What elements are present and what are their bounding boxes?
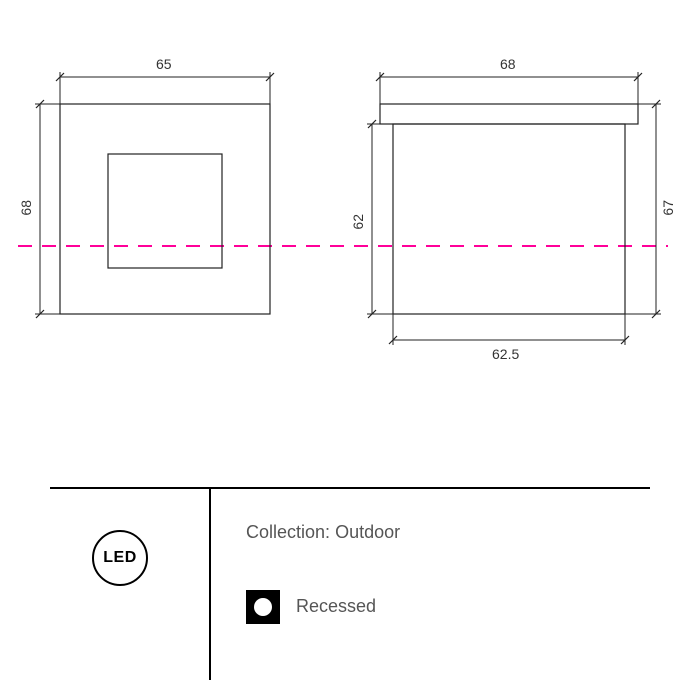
type-label: Recessed (296, 596, 376, 617)
front-dim-left-label: 68 (18, 200, 34, 216)
side-dim-top-label: 68 (500, 56, 516, 72)
collection-value: Outdoor (335, 522, 400, 542)
front-dim-top-label: 65 (156, 56, 172, 72)
dimension-svg (0, 0, 700, 700)
collection-line: Collection: Outdoor (246, 522, 400, 543)
side-dim-bottom-label: 62.5 (492, 346, 519, 362)
side-body (393, 124, 625, 314)
side-dim-right-label: 67 (660, 200, 676, 216)
led-badge-icon: LED (92, 530, 148, 586)
led-badge-text: LED (103, 549, 137, 567)
side-lip (380, 104, 638, 124)
drawing-canvas: 65 68 68 62 67 62.5 LED Collection: Outd… (0, 0, 700, 700)
front-outer (60, 104, 270, 314)
collection-label: Collection: (246, 522, 330, 542)
recessed-icon (246, 590, 280, 624)
front-inner (108, 154, 222, 268)
side-dim-left-label: 62 (350, 214, 366, 230)
